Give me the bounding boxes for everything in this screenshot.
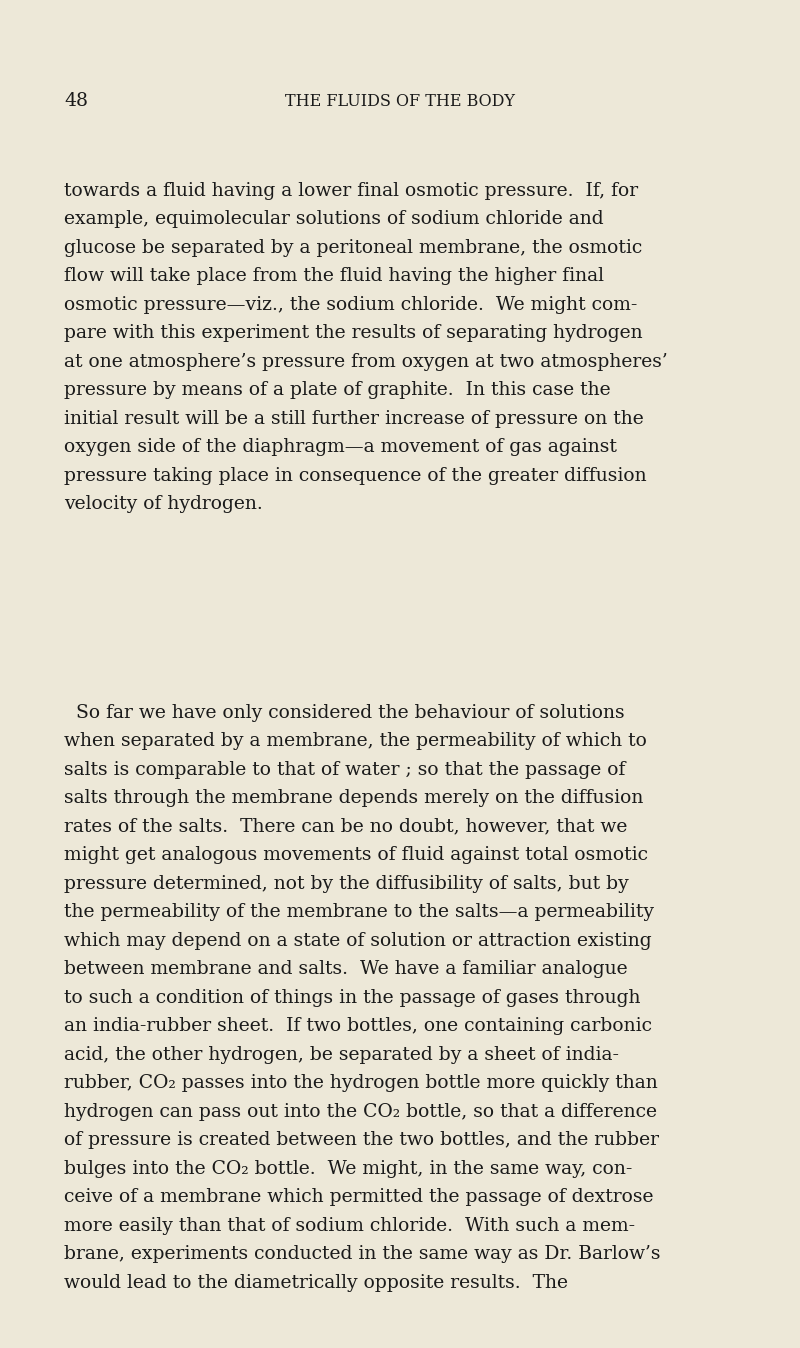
Text: THE FLUIDS OF THE BODY: THE FLUIDS OF THE BODY [285, 93, 515, 109]
Text: 48: 48 [64, 92, 88, 111]
Text: So far we have only considered the behaviour of solutions
when separated by a me: So far we have only considered the behav… [64, 704, 661, 1291]
Text: towards a fluid having a lower final osmotic pressure.  If, for
example, equimol: towards a fluid having a lower final osm… [64, 182, 668, 514]
